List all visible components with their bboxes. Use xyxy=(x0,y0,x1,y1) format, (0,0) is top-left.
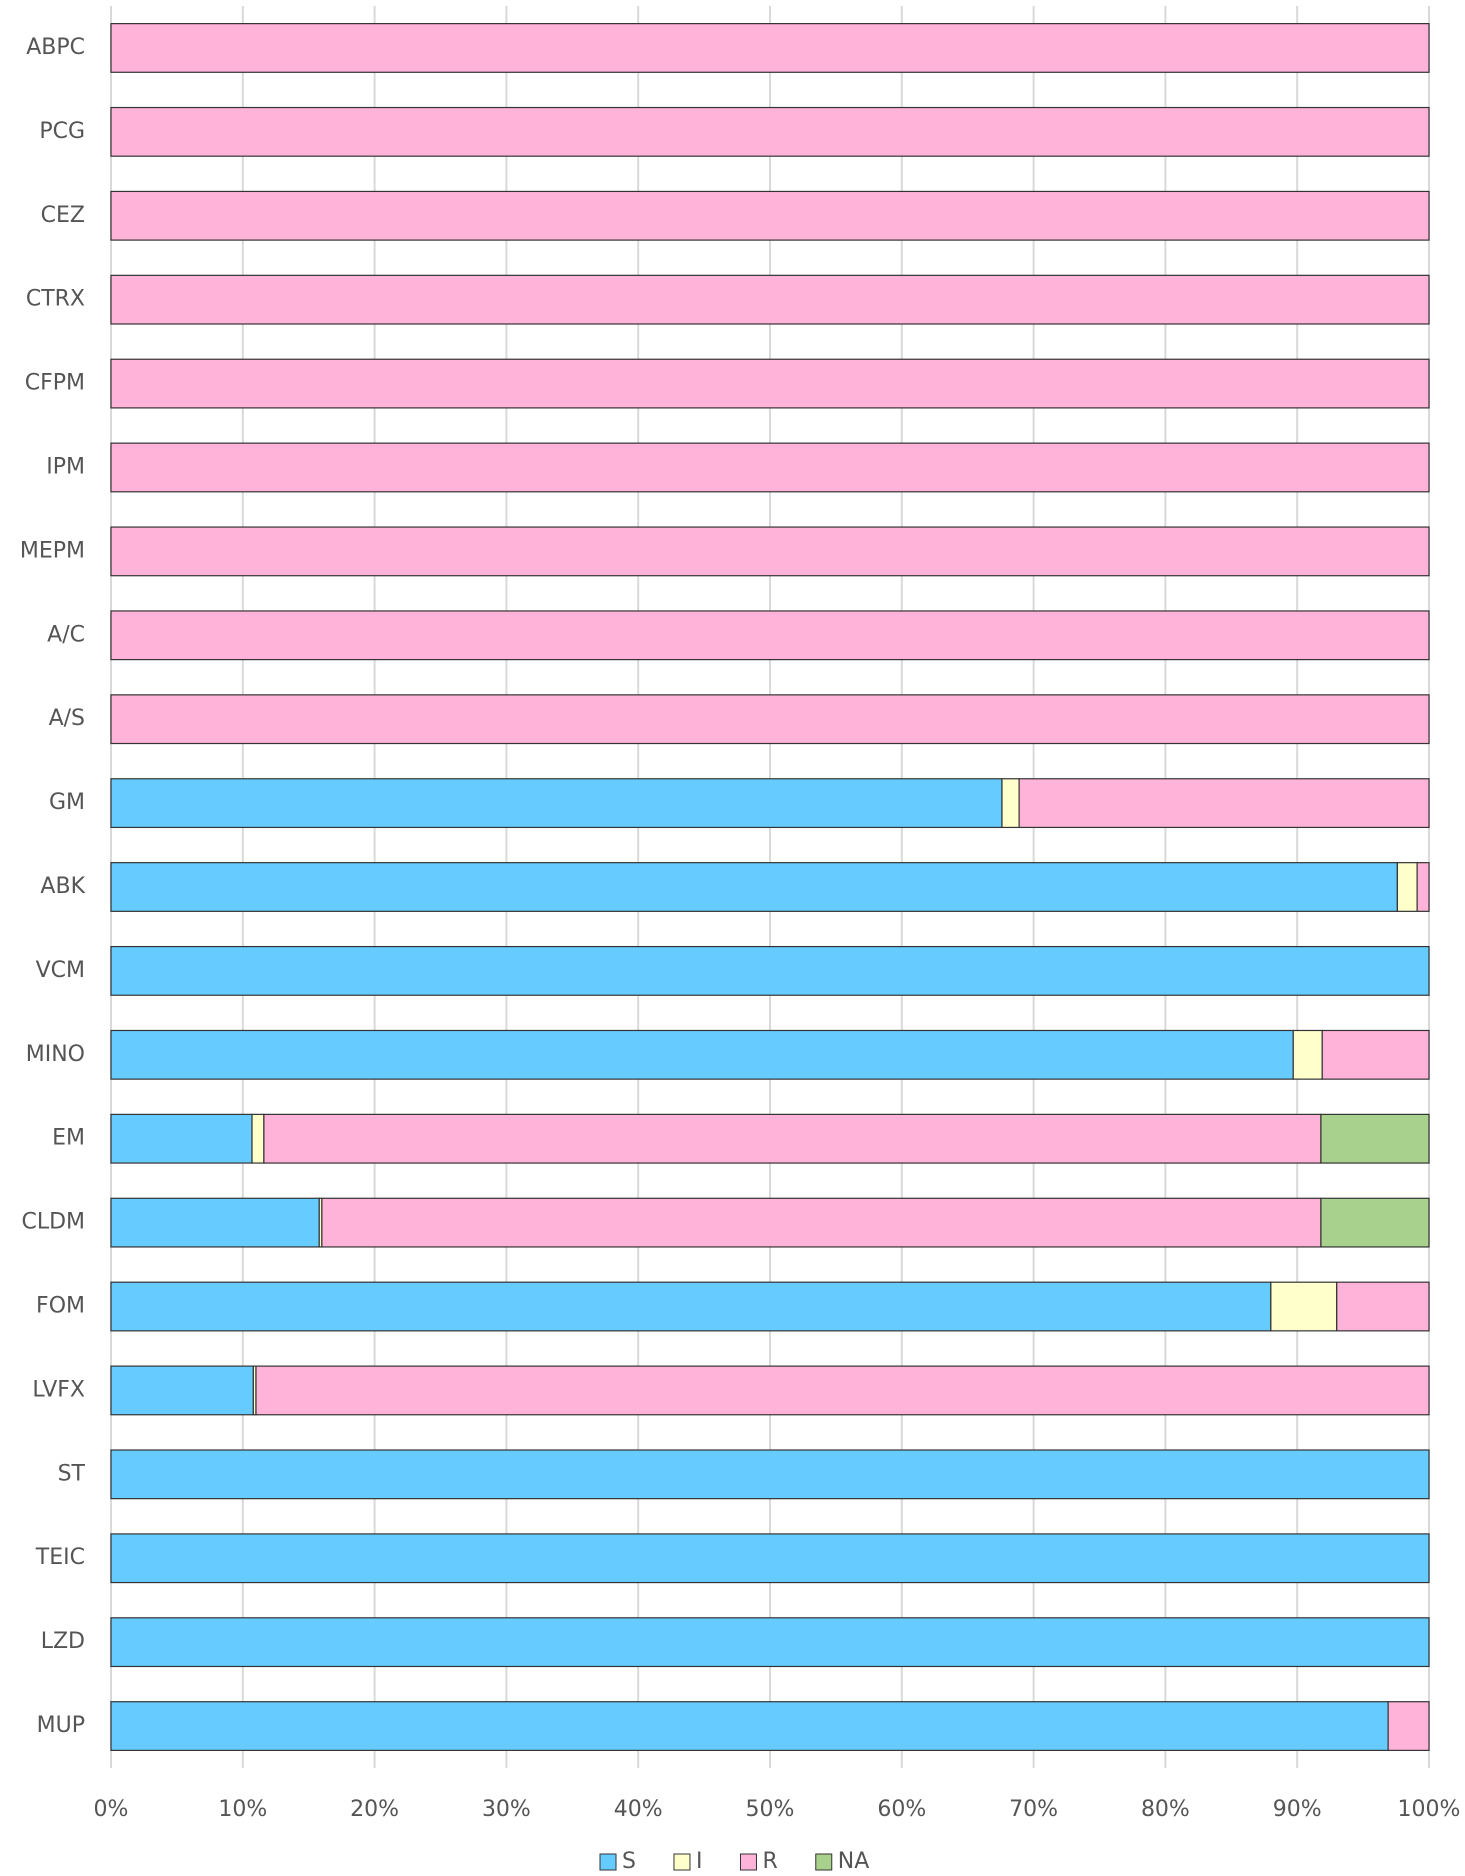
bar-segment xyxy=(110,945,1430,996)
y-tick-label: ST xyxy=(58,1461,86,1486)
bar-segment xyxy=(1018,778,1430,829)
x-tick-label: 80% xyxy=(1141,1797,1190,1822)
y-tick-label: GM xyxy=(49,790,85,815)
x-tick-label: 20% xyxy=(350,1797,399,1822)
legend-label: NA xyxy=(838,1849,870,1874)
y-tick-label: MUP xyxy=(37,1713,85,1738)
x-tick-label: 10% xyxy=(218,1797,267,1822)
bar-segment xyxy=(1321,1029,1430,1080)
bar-segment xyxy=(1270,1281,1338,1332)
x-tick-label: 70% xyxy=(1009,1797,1058,1822)
y-tick-label: CEZ xyxy=(41,203,85,228)
x-tick-label: 100% xyxy=(1398,1797,1461,1822)
bar-segment xyxy=(110,1617,1430,1668)
y-tick-label: LVFX xyxy=(32,1377,85,1402)
y-tick-label: EM xyxy=(52,1126,85,1151)
bar-segment xyxy=(1387,1701,1430,1751)
legend-label: I xyxy=(696,1849,703,1874)
legend-swatch xyxy=(599,1853,617,1871)
y-tick-label: TEIC xyxy=(35,1545,85,1570)
bar-segment xyxy=(110,190,1430,241)
bar-segment xyxy=(1292,1029,1323,1080)
legend-label: R xyxy=(762,1849,777,1874)
x-tick-label: 90% xyxy=(1273,1797,1322,1822)
legend-label: S xyxy=(622,1849,636,1874)
bar-segment xyxy=(1320,1113,1430,1164)
bar-segment xyxy=(110,106,1430,157)
y-tick-label: FOM xyxy=(36,1294,85,1319)
y-tick-label: PCG xyxy=(39,119,85,144)
bar-segment xyxy=(110,1365,254,1416)
bar-segment xyxy=(110,442,1430,493)
y-tick-label: CLDM xyxy=(21,1210,85,1235)
x-tick-label: 40% xyxy=(614,1797,663,1822)
x-tick-label: 60% xyxy=(877,1797,926,1822)
y-tick-label: MINO xyxy=(26,1042,85,1067)
x-tick-label: 50% xyxy=(746,1797,795,1822)
bar-segment xyxy=(110,778,1003,829)
bar-segment xyxy=(1416,862,1430,912)
y-tick-label: IPM xyxy=(46,454,85,479)
bar-segment xyxy=(1336,1281,1430,1332)
bar-segment xyxy=(110,694,1430,745)
y-tick-label: MEPM xyxy=(20,538,85,563)
bar-segment xyxy=(110,1701,1389,1751)
legend-swatch xyxy=(673,1853,691,1871)
bar-segment xyxy=(321,1197,1322,1248)
bar-segment xyxy=(110,1113,253,1164)
y-tick-label: VCM xyxy=(36,958,85,983)
y-tick-label: LZD xyxy=(41,1629,85,1654)
y-tick-label: ABPC xyxy=(26,35,85,60)
bar-segment xyxy=(110,862,1398,912)
legend-swatch xyxy=(815,1853,833,1871)
bar-segment xyxy=(110,1449,1430,1500)
bar-segment xyxy=(110,274,1430,325)
x-tick-label: 0% xyxy=(94,1797,129,1822)
bar-segment xyxy=(110,358,1430,409)
bar-segment xyxy=(1001,778,1020,829)
bar-segment xyxy=(251,1113,265,1164)
y-tick-label: CTRX xyxy=(26,287,85,312)
bar-segment xyxy=(110,1533,1430,1584)
x-tick-label: 30% xyxy=(482,1797,531,1822)
y-tick-label: A/C xyxy=(47,622,85,647)
y-tick-label: ABK xyxy=(40,874,85,899)
bar-segment xyxy=(110,23,1430,73)
bar-segment xyxy=(110,526,1430,577)
y-tick-label: CFPM xyxy=(25,371,85,396)
bar-segment xyxy=(110,1197,320,1248)
bar-segment xyxy=(110,1029,1294,1080)
bar-segment xyxy=(255,1365,1430,1416)
legend-swatch xyxy=(739,1853,757,1871)
bar-segment xyxy=(1320,1197,1430,1248)
bar-segment xyxy=(1396,862,1418,912)
bar-segment xyxy=(263,1113,1322,1164)
y-tick-label: A/S xyxy=(49,706,85,731)
bar-segment xyxy=(110,610,1430,661)
bar-segment xyxy=(110,1281,1272,1332)
